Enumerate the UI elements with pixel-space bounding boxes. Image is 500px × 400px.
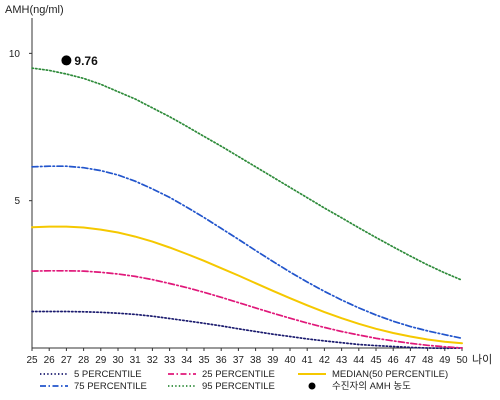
x-tick-label-44: 44 (353, 355, 365, 366)
x-tick-label-32: 32 (147, 355, 159, 366)
x-tick-label-50: 50 (456, 355, 468, 366)
legend-label-25-percentile: 25 PERCENTILE (202, 369, 275, 380)
y-axis-title: AMH(ng/ml) (5, 4, 64, 16)
legend-swatch-patient-amh (308, 382, 316, 390)
x-tick-label-49: 49 (439, 355, 451, 366)
x-tick-label-39: 39 (267, 355, 279, 366)
legend-label-75-percentile: 75 PERCENTILE (74, 381, 147, 392)
x-tick-label-27: 27 (61, 355, 73, 366)
x-tick-label-34: 34 (181, 355, 193, 366)
series-line-95-percentile (31, 67, 463, 282)
x-tick-label-43: 43 (336, 355, 348, 366)
patient-amh-marker (61, 55, 72, 66)
x-tick-label-29: 29 (95, 355, 107, 366)
x-tick-label-48: 48 (422, 355, 434, 366)
marker-layer: 9.76 (61, 54, 98, 68)
x-tick-label-40: 40 (284, 355, 296, 366)
patient-amh-value-label: 9.76 (74, 54, 98, 68)
legend: 5 PERCENTILE 25 PERCENTILE MEDIAN(50 PERCE… (40, 369, 448, 392)
series-line-75-percentile (31, 165, 463, 340)
x-tick-label-47: 47 (405, 355, 417, 366)
x-tick-label-33: 33 (164, 355, 176, 366)
legend-label-median-50-percentile: MEDIAN(50 PERCENTILE) (332, 369, 448, 380)
y-tick-label-10: 10 (9, 49, 21, 60)
x-tick-label-46: 46 (388, 355, 400, 366)
axes: AMH(ng/ml) 나이 5 10 25 26 27 28 29 30 31 32 33 34 35 36 3… (5, 4, 492, 366)
x-tick-label-36: 36 (216, 355, 228, 366)
series-layer (31, 67, 463, 350)
y-tick-label-5: 5 (14, 196, 20, 207)
legend-label-95-percentile: 95 PERCENTILE (202, 381, 275, 392)
x-tick-label-38: 38 (250, 355, 262, 366)
x-tick-label-26: 26 (44, 355, 56, 366)
series-line-25-percentile (31, 269, 463, 349)
x-tick-label-30: 30 (112, 355, 124, 366)
x-tick-label-35: 35 (198, 355, 210, 366)
x-axis-title: 나이 (472, 353, 492, 366)
x-tick-label-31: 31 (130, 355, 142, 366)
x-tick-label-42: 42 (319, 355, 331, 366)
x-tick-label-41: 41 (302, 355, 314, 366)
legend-label-5-percentile: 5 PERCENTILE (74, 369, 142, 380)
legend-label-amh: 수진자의 AMH 농도 (332, 381, 411, 392)
x-tick-label-25: 25 (26, 355, 38, 366)
series-line-median-50-percentile (31, 225, 463, 345)
series-line-5-percentile (31, 310, 463, 350)
x-tick-label-28: 28 (78, 355, 90, 366)
x-tick-label-45: 45 (370, 355, 382, 366)
x-tick-label-37: 37 (233, 355, 245, 366)
